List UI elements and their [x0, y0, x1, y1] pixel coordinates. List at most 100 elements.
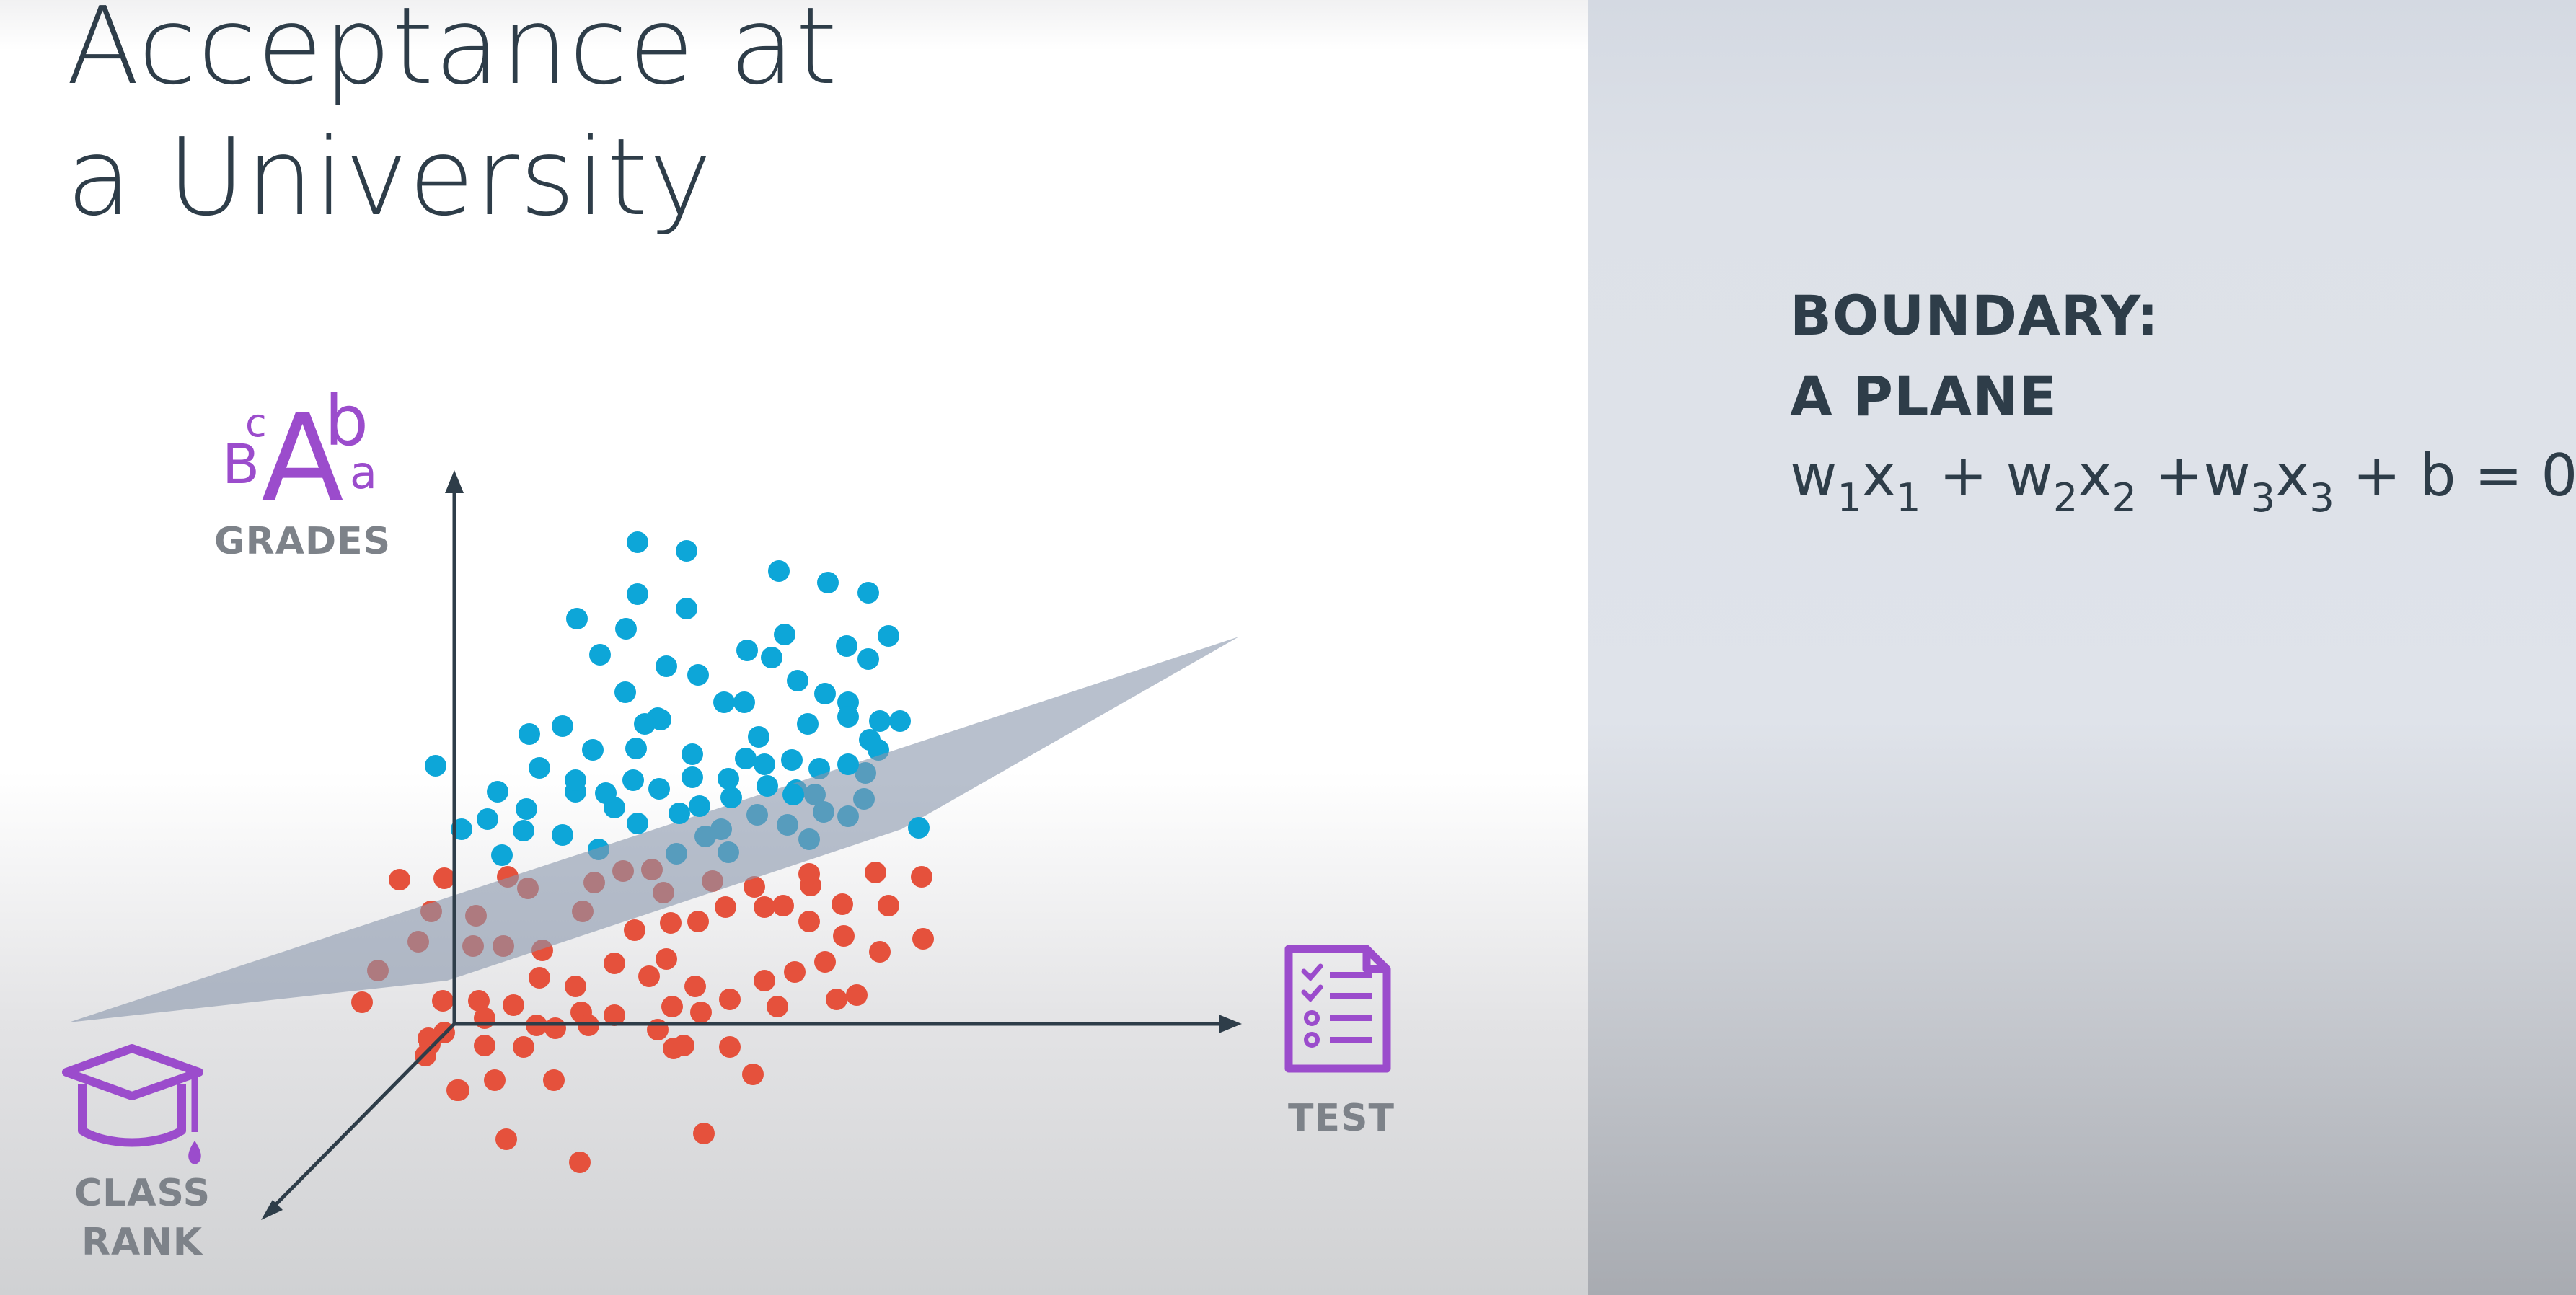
rejected-point	[912, 928, 934, 950]
grades-icon-letter: A	[261, 388, 344, 529]
accepted-point	[491, 844, 513, 866]
rejected-point	[433, 867, 455, 889]
3d-scatter-diagram: B c A b a GRADES TEST CLASS RANK	[62, 381, 1395, 1264]
rejected-point	[742, 1064, 764, 1085]
accepted-point	[713, 691, 735, 713]
rejected-point	[911, 866, 932, 888]
rejected-point	[604, 1004, 625, 1026]
accepted-point	[566, 608, 588, 629]
rejected-point	[754, 970, 775, 991]
rejected-point	[754, 896, 775, 918]
accepted-point	[625, 738, 647, 759]
boundary-equation: w1x1 + w2x2 +w3x3 + b = 0	[1790, 447, 2576, 518]
accepted-point	[689, 795, 710, 817]
rejected-point	[715, 896, 736, 918]
rejected-point	[569, 1152, 591, 1173]
accepted-point	[857, 648, 879, 670]
accepted-point	[656, 655, 677, 677]
grades-axis-label: GRADES	[214, 520, 391, 563]
rejected-point	[432, 990, 454, 1012]
rejected-point	[468, 990, 490, 1012]
equation-term: + b = 0	[2334, 442, 2576, 509]
rejected-point	[660, 912, 682, 934]
class-rank-axis-arrowhead	[261, 1200, 283, 1220]
equation-term: +w	[2136, 442, 2251, 509]
accepted-point	[878, 625, 899, 647]
accepted-point	[565, 769, 586, 791]
accepted-point	[787, 670, 808, 691]
rejected-point	[474, 1035, 495, 1056]
rejected-point	[684, 976, 706, 997]
rejected-point	[833, 925, 855, 947]
accepted-point	[720, 787, 742, 808]
accepted-point	[676, 598, 697, 619]
accepted-point	[869, 710, 891, 732]
accepted-point	[614, 681, 636, 703]
accepted-point	[589, 644, 611, 666]
boundary-heading: BOUNDARY:	[1790, 283, 2159, 348]
grades-icon-letter: b	[325, 381, 369, 461]
accepted-point	[889, 710, 911, 732]
rejected-point	[832, 893, 853, 915]
rejected-point	[484, 1069, 506, 1091]
grades-icon-letter: c	[245, 400, 267, 446]
rejected-point	[690, 1002, 712, 1023]
equation-subscript: 3	[2250, 475, 2276, 521]
equation-subscript: 1	[1837, 475, 1862, 521]
accepted-point	[859, 729, 881, 751]
accepted-point	[676, 540, 697, 562]
rejected-point	[495, 1128, 517, 1150]
grades-axis-arrowhead	[445, 470, 464, 493]
rejected-point	[826, 989, 847, 1010]
accepted-point	[516, 798, 537, 820]
accepted-point	[477, 808, 498, 830]
class-rank-label-line-2: RANK	[81, 1221, 203, 1264]
accepted-point	[857, 582, 879, 604]
accepted-point	[552, 824, 573, 846]
checklist-icon	[1284, 945, 1391, 1073]
rejected-point	[446, 1079, 468, 1101]
accepted-point	[781, 749, 803, 771]
accepted-point	[836, 635, 857, 657]
rejected-point	[772, 895, 794, 916]
rejected-point	[693, 1123, 715, 1144]
equation-subscript: 2	[2112, 475, 2137, 521]
accepted-point	[735, 748, 757, 769]
rejected-point	[543, 1069, 565, 1091]
equation-term: w	[1790, 442, 1838, 509]
accepted-point	[634, 713, 656, 735]
accepted-point	[757, 775, 778, 797]
rejected-point	[798, 863, 820, 885]
accepted-point	[817, 572, 839, 593]
test-axis-label: TEST	[1288, 1097, 1395, 1140]
rejected-point	[719, 1036, 741, 1058]
accepted-point	[687, 664, 709, 686]
rejected-point	[846, 984, 868, 1006]
rejected-point	[656, 948, 677, 970]
points-above-plane	[487, 531, 930, 839]
rejected-point	[661, 996, 683, 1017]
accepted-point	[519, 723, 540, 745]
accepted-point	[754, 753, 775, 775]
accepted-point	[595, 782, 617, 804]
rejected-point	[869, 941, 891, 963]
equation-term: x	[2275, 442, 2310, 509]
rejected-point	[503, 994, 524, 1016]
accepted-point	[733, 691, 755, 713]
equation-subscript: 1	[1896, 475, 1921, 521]
rejected-point	[784, 961, 806, 983]
equation-term: + w	[1920, 442, 2053, 509]
page-title-line-1: Acceptance at	[66, 0, 839, 108]
accepted-point	[552, 715, 573, 737]
accepted-point	[837, 753, 859, 775]
rejected-point	[687, 911, 709, 932]
accepted-point	[774, 624, 795, 645]
boundary-plane	[69, 637, 1239, 1022]
accepted-point	[908, 817, 930, 839]
rejected-point	[767, 996, 788, 1017]
accepted-point	[425, 755, 446, 777]
accepted-point	[513, 820, 534, 841]
accepted-point	[768, 560, 790, 582]
page-title-line-2: a University	[66, 115, 713, 239]
accepted-point	[748, 726, 769, 748]
